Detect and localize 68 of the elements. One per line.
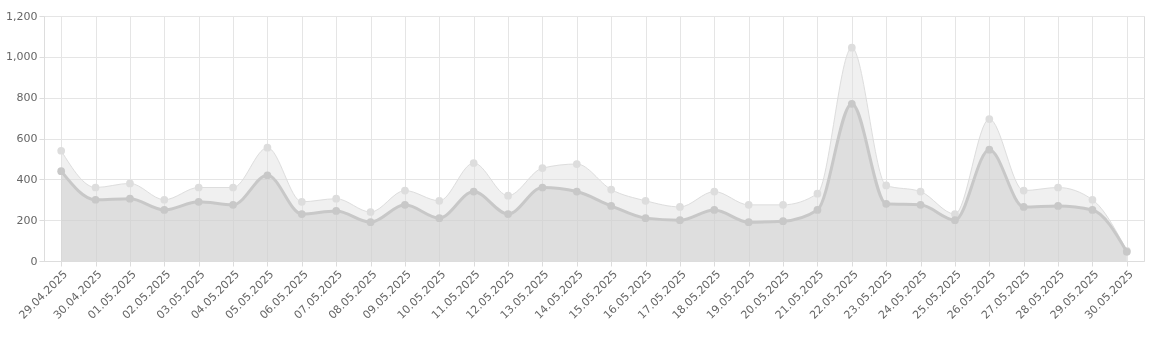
point bbox=[882, 199, 891, 208]
point bbox=[538, 183, 547, 192]
point bbox=[1088, 206, 1097, 214]
point bbox=[1019, 186, 1028, 195]
point bbox=[435, 214, 444, 222]
point bbox=[160, 206, 169, 214]
point bbox=[469, 187, 478, 196]
point bbox=[1019, 203, 1028, 211]
point bbox=[469, 159, 478, 167]
point bbox=[1054, 202, 1062, 210]
point bbox=[297, 197, 306, 206]
point bbox=[194, 183, 203, 192]
point bbox=[91, 195, 100, 204]
point bbox=[366, 208, 375, 216]
point bbox=[916, 187, 925, 196]
point bbox=[194, 197, 203, 206]
point bbox=[126, 179, 134, 188]
point bbox=[676, 203, 684, 211]
point bbox=[263, 171, 272, 180]
point bbox=[813, 189, 822, 198]
point bbox=[263, 143, 272, 152]
point bbox=[641, 214, 650, 222]
point bbox=[847, 43, 856, 52]
point bbox=[710, 187, 719, 196]
y-tick-label: 400 bbox=[16, 172, 38, 186]
point bbox=[229, 183, 237, 192]
y-tick-label: 1,000 bbox=[6, 50, 38, 64]
point bbox=[710, 206, 719, 214]
point bbox=[641, 196, 650, 205]
point bbox=[332, 207, 341, 215]
point bbox=[985, 145, 994, 154]
point bbox=[504, 191, 512, 200]
y-tick-label: 600 bbox=[16, 132, 38, 145]
point bbox=[435, 196, 444, 205]
point bbox=[91, 183, 100, 192]
point bbox=[504, 210, 512, 218]
point bbox=[676, 216, 684, 225]
point bbox=[572, 160, 581, 168]
point bbox=[882, 181, 891, 190]
point bbox=[126, 194, 134, 203]
point bbox=[160, 195, 169, 204]
point bbox=[779, 200, 787, 209]
y-tick-label: 200 bbox=[16, 213, 38, 227]
y-tick-label: 1,200 bbox=[6, 9, 38, 23]
point bbox=[332, 194, 341, 203]
point bbox=[401, 186, 409, 195]
y-tick-label: 0 bbox=[30, 254, 38, 268]
point bbox=[57, 167, 66, 176]
point bbox=[607, 185, 616, 194]
point bbox=[779, 217, 787, 226]
point bbox=[229, 200, 237, 209]
point bbox=[916, 200, 925, 209]
point bbox=[847, 99, 856, 108]
point bbox=[607, 202, 616, 210]
point bbox=[538, 164, 547, 172]
point bbox=[813, 206, 822, 214]
point bbox=[985, 115, 994, 123]
point bbox=[366, 218, 375, 227]
point bbox=[951, 216, 959, 225]
point bbox=[1088, 195, 1097, 204]
point bbox=[744, 218, 753, 227]
point bbox=[401, 200, 409, 209]
point bbox=[572, 187, 581, 196]
point bbox=[1054, 183, 1062, 192]
point bbox=[744, 200, 753, 209]
y-tick-label: 800 bbox=[16, 91, 38, 105]
point bbox=[57, 146, 66, 155]
point bbox=[297, 210, 306, 218]
